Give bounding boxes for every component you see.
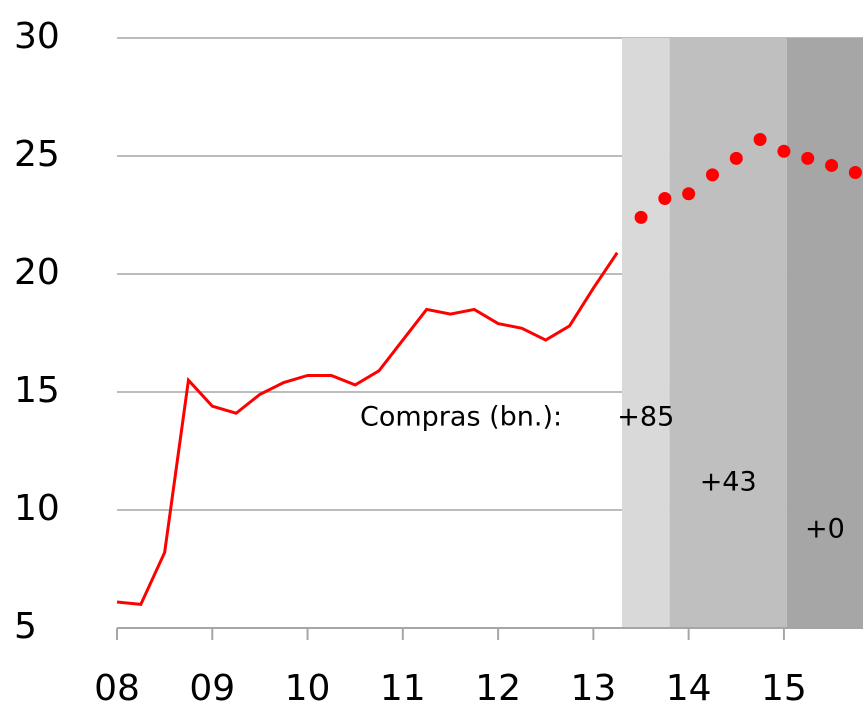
y-tick-label: 5 xyxy=(14,606,37,647)
data-dot xyxy=(729,151,743,165)
forecast-region xyxy=(786,38,863,628)
x-tick-label: 10 xyxy=(285,668,331,709)
region-label: +85 xyxy=(617,402,674,433)
y-tick-label: 20 xyxy=(14,252,60,293)
x-tick-label: 12 xyxy=(475,668,521,709)
x-tick-label: 15 xyxy=(761,668,807,709)
region-label: +43 xyxy=(700,467,757,498)
y-tick-label: 25 xyxy=(14,134,60,175)
data-line xyxy=(116,251,619,606)
forecast-region xyxy=(669,38,787,628)
data-dot xyxy=(634,210,648,224)
data-dot xyxy=(848,166,862,180)
data-dot xyxy=(825,158,839,172)
data-dot xyxy=(705,168,719,182)
data-dot xyxy=(777,144,791,158)
data-dot xyxy=(801,151,815,165)
x-tick-label: 13 xyxy=(570,668,616,709)
data-dot xyxy=(753,132,767,146)
regions xyxy=(621,38,863,628)
y-tick-label: 30 xyxy=(14,16,60,57)
region-label: +0 xyxy=(805,514,845,545)
x-tick-label: 09 xyxy=(189,668,235,709)
x-tick-label: 14 xyxy=(666,668,712,709)
x-tick-label: 08 xyxy=(94,668,140,709)
data xyxy=(116,132,862,606)
annotation: Compras (bn.): xyxy=(360,402,562,433)
y-tick-label: 15 xyxy=(14,370,60,411)
data-dot xyxy=(682,187,696,201)
x-tick-label: 11 xyxy=(380,668,426,709)
forecast-region xyxy=(621,38,670,628)
y-tick-label: 10 xyxy=(14,488,60,529)
data-dot xyxy=(658,191,672,205)
